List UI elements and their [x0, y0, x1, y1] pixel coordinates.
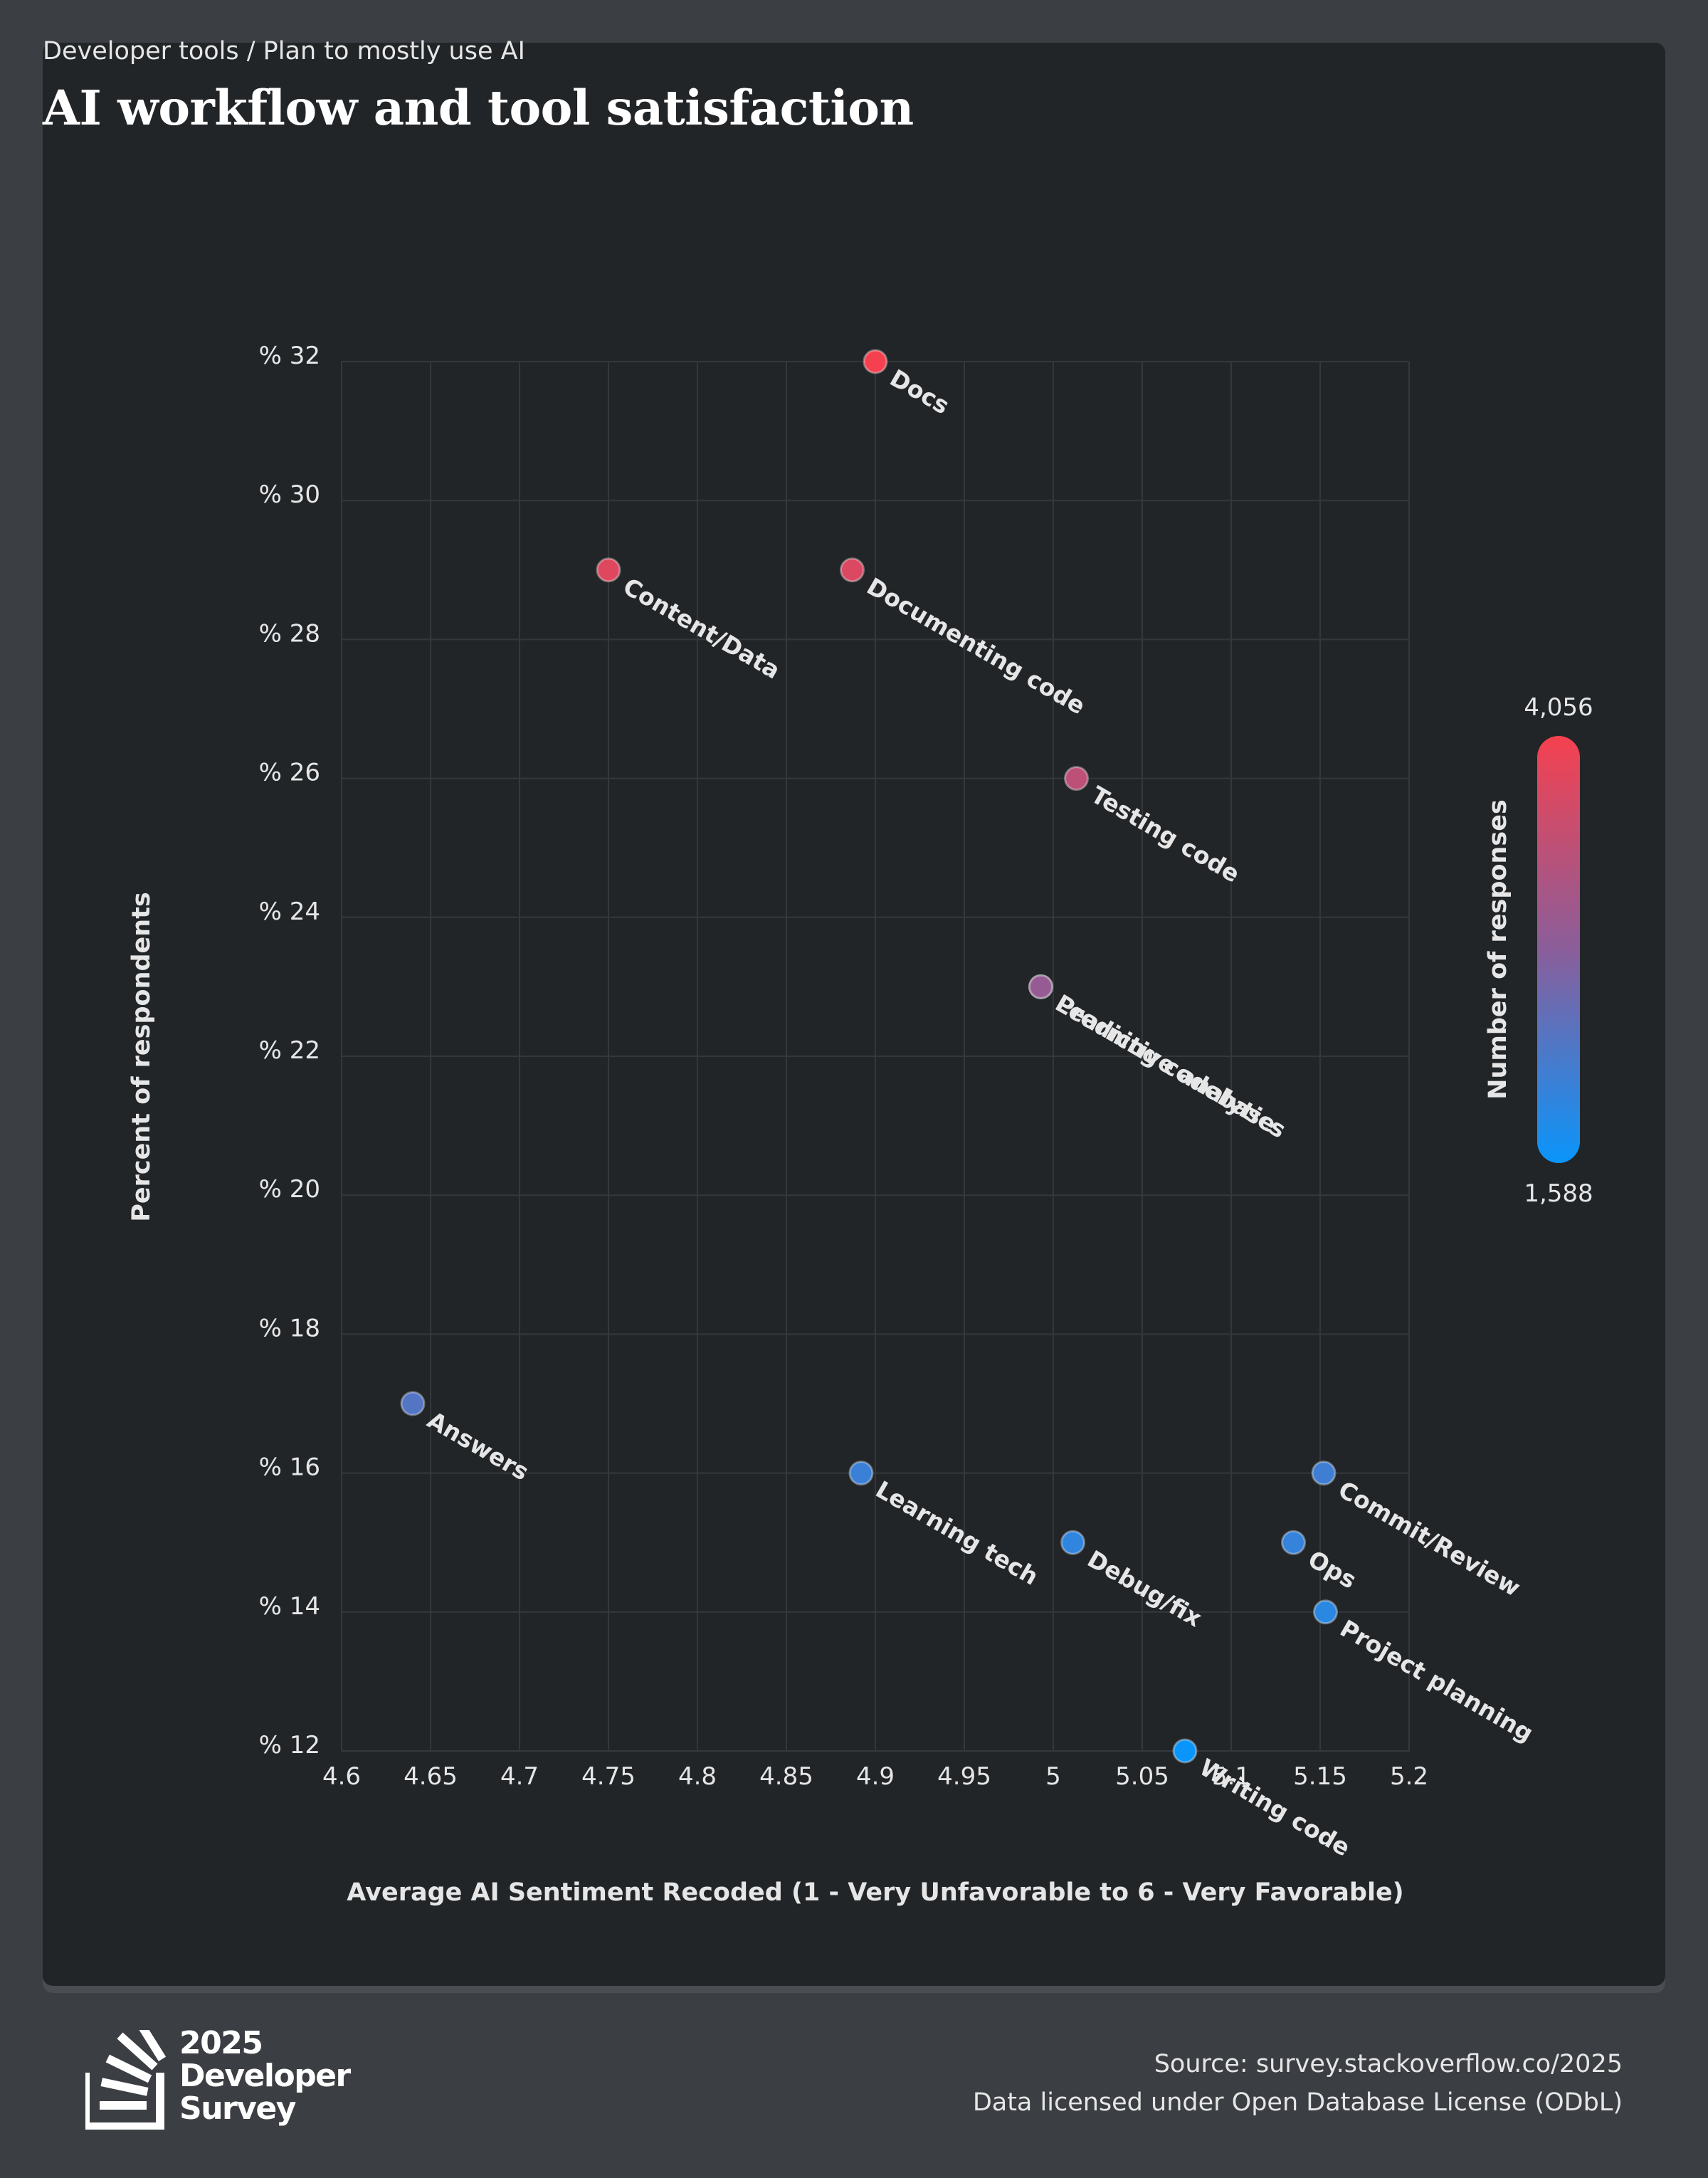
scatter-chart: 4.6 4.65 4.7 4.75 4.8 4.85 4.9 4.95 5 5.05 5.1 5.15… — [127, 342, 1593, 1907]
point-project-planning[interactable] — [1313, 1599, 1338, 1625]
y-axis-label: Percent of respondents — [127, 892, 156, 1222]
point-label-debug-fix: Debug/fix — [1083, 1545, 1207, 1632]
logo-line-survey: Survey — [179, 2090, 296, 2127]
point-learning-tech[interactable] — [848, 1461, 874, 1486]
point-answers[interactable] — [400, 1391, 426, 1416]
x-tick-label: 4.7 — [500, 1762, 539, 1791]
x-tick-label: 4.9 — [856, 1762, 895, 1791]
stackoverflow-logo-icon — [85, 2030, 167, 2130]
point-label-content-data: Content/Data — [618, 572, 785, 685]
colorbar-min-label: 1,588 — [1524, 1179, 1593, 1208]
x-tick-label: 5.15 — [1293, 1762, 1347, 1791]
x-tick-label: 4.6 — [322, 1762, 361, 1791]
x-tick-label: 5.1 — [1212, 1762, 1250, 1791]
point-label-ops: Ops — [1304, 1545, 1361, 1594]
point-label-docs: Docs — [885, 364, 954, 419]
y-tick-label: % 12 — [259, 1731, 320, 1759]
page-title: AI workflow and tool satisfaction — [43, 80, 914, 136]
y-tick-label: % 16 — [259, 1453, 320, 1482]
logo-line-developer: Developer — [179, 2058, 351, 2094]
source-link[interactable]: Source: survey.stackoverflow.co/2025 — [1154, 2050, 1623, 2078]
x-tick-label: 4.85 — [759, 1762, 813, 1791]
point-label-documenting-code: Documenting code — [863, 572, 1090, 720]
breadcrumb: Developer tools / Plan to mostly use AI — [43, 37, 525, 65]
point-documenting-code[interactable] — [840, 557, 865, 583]
point-writing-code[interactable] — [1172, 1738, 1198, 1764]
colorbar-max-label: 4,056 — [1524, 693, 1593, 722]
point-testing-code[interactable] — [1064, 766, 1089, 791]
y-tick-label: % 20 — [259, 1175, 320, 1204]
y-tick-label: % 24 — [259, 898, 320, 926]
colorbar: 4,056 1,588 Number of responses — [1484, 693, 1593, 1208]
license-text: Data licensed under Open Database Licens… — [972, 2088, 1623, 2117]
chart-card — [43, 43, 1665, 1986]
point-label-answers: Answers — [423, 1406, 534, 1486]
logo-year: 2025 — [179, 2025, 263, 2061]
point-ops[interactable] — [1281, 1530, 1306, 1555]
colorbar-title: Number of responses — [1484, 799, 1512, 1100]
y-tick-label: % 32 — [259, 342, 320, 370]
point-learning-codebase[interactable] — [1028, 974, 1053, 999]
point-docs[interactable] — [863, 349, 888, 374]
y-tick-label: % 28 — [259, 619, 320, 648]
y-tick-label: % 22 — [259, 1036, 320, 1065]
point-commit-review[interactable] — [1311, 1461, 1337, 1486]
y-tick-label: % 26 — [259, 759, 320, 787]
colorbar-gradient — [1537, 736, 1580, 1163]
point-label-learning-tech: Learning tech — [871, 1475, 1043, 1591]
source-attribution: Source: survey.stackoverflow.co/2025 Dat… — [973, 2045, 1623, 2122]
grid — [341, 361, 1410, 1752]
point-labels: Docs Content/Data Documenting code Testing … — [423, 364, 1538, 1861]
x-tick-label: 5.2 — [1390, 1762, 1428, 1791]
point-label-testing-code: Testing code — [1087, 781, 1245, 888]
point-label-commit-review: Commit/Review — [1334, 1475, 1525, 1602]
x-tick-label: 4.95 — [937, 1762, 991, 1791]
y-tick-label: % 30 — [259, 480, 320, 509]
x-axis-label: Average AI Sentiment Recoded (1 - Very U… — [347, 1878, 1403, 1907]
x-tick-label: 4.65 — [404, 1762, 458, 1791]
axes: 4.6 4.65 4.7 4.75 4.8 4.85 4.9 4.95 5 5.05 5.1 5.15… — [259, 342, 1428, 1791]
y-tick-label: % 14 — [259, 1592, 320, 1621]
x-tick-label: 5.05 — [1115, 1762, 1169, 1791]
y-tick-label: % 18 — [259, 1314, 320, 1342]
x-tick-label: 4.75 — [581, 1762, 636, 1791]
x-tick-label: 4.8 — [678, 1762, 717, 1791]
survey-logo-text: 2025 Developer Survey — [179, 2025, 351, 2127]
point-label-project-planning: Project planning — [1336, 1614, 1539, 1747]
x-tick-label: 5 — [1045, 1762, 1061, 1791]
point-label-learning-codebase: Learning codebase — [1051, 989, 1282, 1139]
data-points — [400, 349, 1338, 1764]
point-content-data[interactable] — [596, 557, 621, 583]
point-debug-fix[interactable] — [1060, 1530, 1085, 1555]
